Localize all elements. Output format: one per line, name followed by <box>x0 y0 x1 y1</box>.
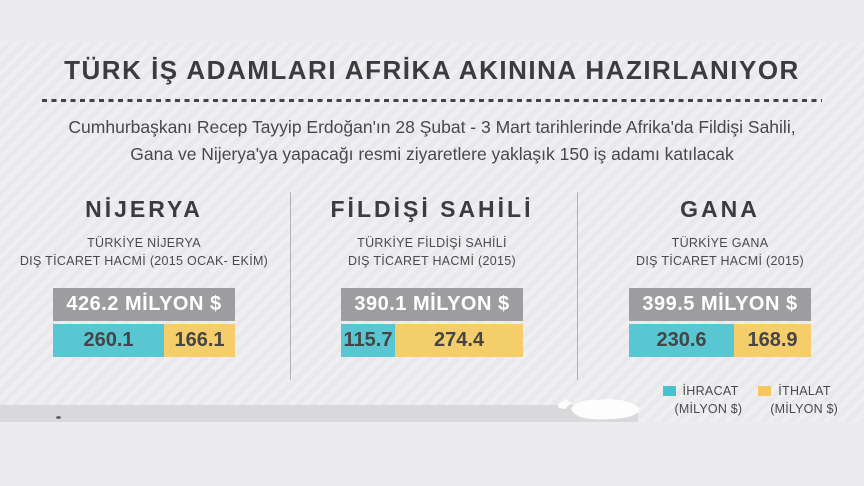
trade-volume-label-line2: DIŞ TİCARET HACMİ (2015 OCAK- EKİM) <box>19 254 269 268</box>
import-bar-1: 274.4 <box>394 324 523 357</box>
total-trade-bar: 390.1 MİLYON $ <box>341 288 523 321</box>
legend: İHRACAT (MİLYON $) İTHALAT (MİLYON $) <box>662 384 839 416</box>
country-heading: FİLDİŞİ SAHİLİ <box>330 196 534 222</box>
import-color-swatch-icon <box>758 386 772 396</box>
map-marker-dot <box>56 416 61 419</box>
legend-unit: (MİLYON $) <box>674 402 743 416</box>
trade-volume-label-line2: DIŞ TİCARET HACMİ (2015) <box>348 254 516 268</box>
export-import-bar: 230.6 168.9 <box>629 324 811 357</box>
export-bar-1: 115.7 <box>341 324 395 357</box>
panel-divider-2 <box>577 192 578 380</box>
panel-fildisi-sahili: FİLDİŞİ SAHİLİ TÜRKİYE FİLDİŞİ SAHİLİ DI… <box>288 190 576 376</box>
export-import-bar: 260.1 166.1 <box>53 324 235 357</box>
panel-divider-1 <box>290 192 291 380</box>
total-trade-bar: 399.5 MİLYON $ <box>629 288 811 321</box>
map-section-band <box>0 405 638 422</box>
page-subtitle: Cumhurbaşkanı Recep Tayyip Erdoğan'ın 28… <box>68 117 796 164</box>
trade-bars: 390.1 MİLYON $ 115.7 274.4 <box>341 288 523 357</box>
legend-unit: (MİLYON $) <box>770 402 838 416</box>
legend-label: İHRACAT <box>682 384 739 398</box>
turkey-map-silhouette <box>558 399 640 420</box>
trade-volume-label-line1: TÜRKİYE NİJERYA <box>87 236 201 250</box>
legend-item-ihracat: İHRACAT (MİLYON $) <box>662 384 743 416</box>
trade-volume-label: TÜRKİYE FİLDİŞİ SAHİLİ DIŞ TİCARET HACMİ… <box>288 234 576 270</box>
import-bar-0: 166.1 <box>164 324 235 357</box>
country-heading: GANA <box>680 196 760 222</box>
dashed-divider <box>42 99 822 102</box>
page-title: TÜRK İŞ ADAMLARI AFRİKA AKININA HAZIRLAN… <box>64 55 800 85</box>
panel-gana: GANA TÜRKİYE GANA DIŞ TİCARET HACMİ (201… <box>576 190 864 376</box>
export-import-bar: 115.7 274.4 <box>341 324 523 357</box>
legend-item-ithalat: İTHALAT (MİLYON $) <box>758 384 838 416</box>
country-heading: NİJERYA <box>85 196 203 222</box>
country-panels: NİJERYA TÜRKİYE NİJERYA DIŞ TİCARET HACM… <box>0 190 864 376</box>
legend-label: İTHALAT <box>778 384 831 398</box>
trade-volume-label-line2: DIŞ TİCARET HACMİ (2015) <box>636 254 804 268</box>
panel-nijerya: NİJERYA TÜRKİYE NİJERYA DIŞ TİCARET HACM… <box>0 190 288 376</box>
import-bar-2: 168.9 <box>734 324 811 357</box>
legend-row: İTHALAT <box>758 384 838 398</box>
trade-bars: 399.5 MİLYON $ 230.6 168.9 <box>629 288 811 357</box>
export-bar-2: 230.6 <box>629 324 735 357</box>
trade-volume-label-line1: TÜRKİYE GANA <box>671 236 769 250</box>
export-color-swatch-icon <box>662 386 676 396</box>
trade-bars: 426.2 MİLYON $ 260.1 166.1 <box>53 288 235 357</box>
export-bar-0: 260.1 <box>53 324 165 357</box>
infographic-card-background <box>0 42 864 422</box>
trade-volume-label: TÜRKİYE NİJERYA DIŞ TİCARET HACMİ (2015 … <box>0 234 288 270</box>
legend-row: İHRACAT <box>662 384 743 398</box>
trade-volume-label: TÜRKİYE GANA DIŞ TİCARET HACMİ (2015) <box>576 234 864 270</box>
total-trade-bar: 426.2 MİLYON $ <box>53 288 235 321</box>
trade-volume-label-line1: TÜRKİYE FİLDİŞİ SAHİLİ <box>357 236 507 250</box>
